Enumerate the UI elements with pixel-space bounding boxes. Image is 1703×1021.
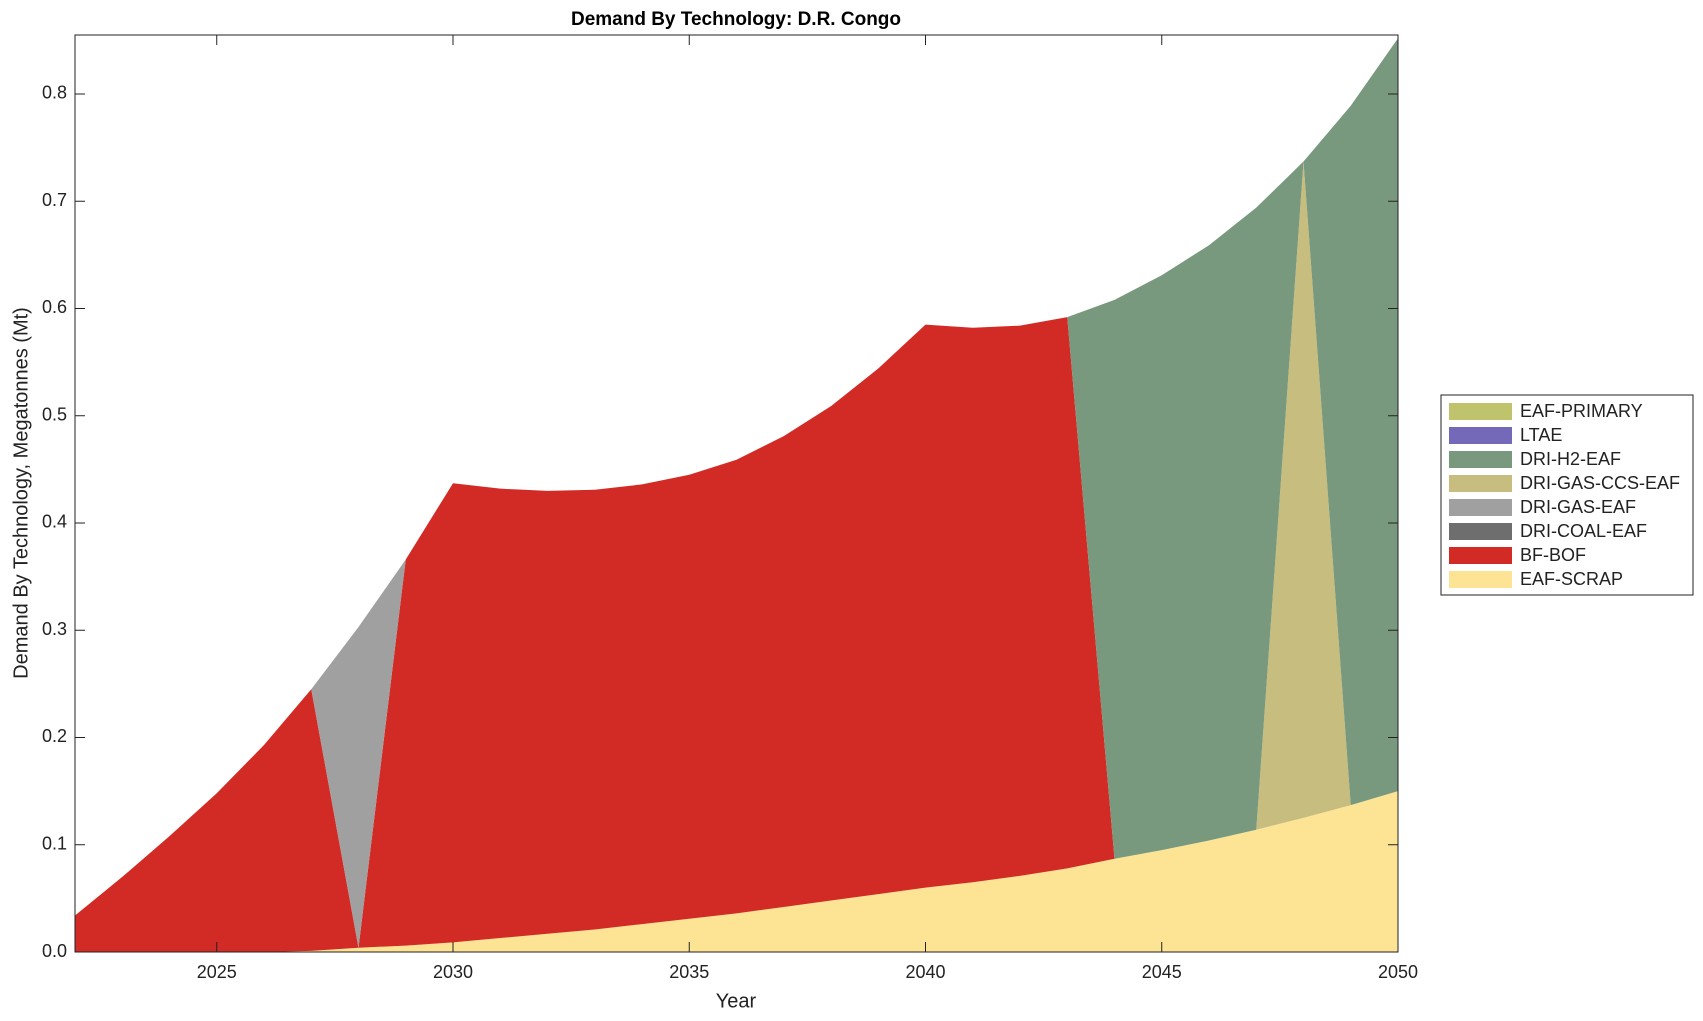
legend-label: DRI-GAS-CCS-EAF	[1520, 473, 1680, 493]
legend-swatch	[1449, 475, 1512, 492]
x-axis-label: Year	[716, 990, 757, 1012]
legend-swatch	[1449, 523, 1512, 540]
y-tick-label: 0.1	[42, 833, 67, 853]
x-tick-label: 2045	[1142, 962, 1182, 982]
chart-title: Demand By Technology: D.R. Congo	[571, 9, 901, 30]
legend-label: BF-BOF	[1520, 545, 1586, 565]
y-tick-label: 0.5	[42, 404, 67, 424]
legend-swatch	[1449, 499, 1512, 516]
legend-swatch	[1449, 451, 1512, 468]
legend-swatch	[1449, 403, 1512, 420]
legend-label: EAF-SCRAP	[1520, 569, 1623, 589]
x-tick-label: 2035	[669, 962, 709, 982]
legend-label: DRI-GAS-EAF	[1520, 497, 1636, 517]
y-tick-label: 0.2	[42, 726, 67, 746]
x-tick-label: 2030	[433, 962, 473, 982]
y-tick-label: 0.6	[42, 297, 67, 317]
area	[75, 317, 1398, 952]
y-tick-label: 0.8	[42, 83, 67, 103]
x-tick-label: 2040	[905, 962, 945, 982]
area	[75, 791, 1398, 952]
area	[75, 38, 1398, 916]
legend-label: DRI-COAL-EAF	[1520, 521, 1647, 541]
plot-frame	[74, 34, 1399, 953]
legend-swatch	[1449, 571, 1512, 588]
y-tick-label: 0.7	[42, 190, 67, 210]
y-tick-label: 0.0	[42, 941, 67, 961]
legend-swatch	[1449, 547, 1512, 564]
y-tick-label: 0.4	[42, 512, 67, 532]
legend-label: EAF-PRIMARY	[1520, 401, 1643, 421]
legend-box	[1440, 394, 1694, 596]
y-axis-label: Demand By Technology, Megatonnes (Mt)	[10, 307, 32, 679]
y-tick-label: 0.3	[42, 619, 67, 639]
legend-swatch	[1449, 427, 1512, 444]
x-tick-label: 2025	[197, 962, 237, 982]
legend-label: LTAE	[1520, 425, 1562, 445]
legend-label: DRI-H2-EAF	[1520, 449, 1621, 469]
x-tick-label: 2050	[1378, 962, 1418, 982]
